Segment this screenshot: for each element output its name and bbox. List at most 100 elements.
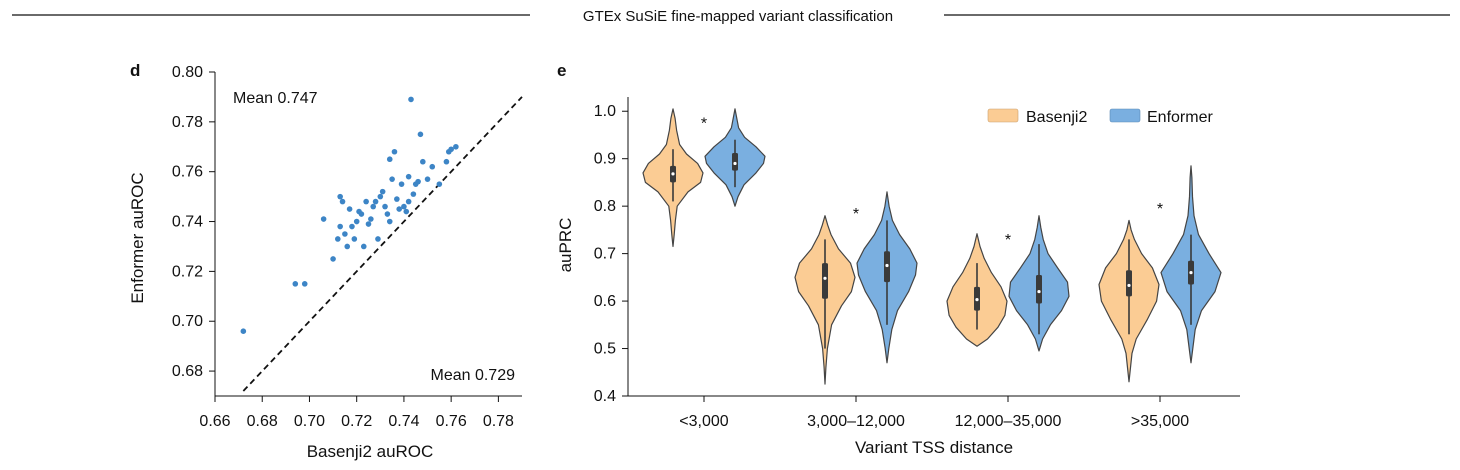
scatter-point xyxy=(363,198,369,205)
x-axis-label: Basenji2 auROC xyxy=(307,442,434,461)
scatter-point xyxy=(377,193,384,200)
violin-median xyxy=(885,263,889,268)
x-tick-label: 0.78 xyxy=(483,413,514,430)
scatter-point xyxy=(443,158,450,165)
scatter-point xyxy=(391,148,398,155)
legend-label-basenji2: Basenji2 xyxy=(1026,109,1087,126)
scatter-point xyxy=(403,208,410,215)
y-tick-label: 0.72 xyxy=(172,263,203,280)
y-tick-label: 0.8 xyxy=(594,198,616,215)
scatter-point xyxy=(415,178,421,185)
y-tick-label: 1.0 xyxy=(594,103,616,120)
significance-star: * xyxy=(1157,201,1163,218)
scatter-point xyxy=(372,198,379,205)
panel-letter-d: d xyxy=(130,61,140,80)
y-tick-label: 0.9 xyxy=(594,151,616,168)
scatter-point xyxy=(424,176,431,182)
y-tick-label: 0.68 xyxy=(172,363,203,380)
scatter-point xyxy=(394,196,400,202)
violin-panel: e 0.4 0.5 0.6 0.7 0.8 0.9 1.0 <3,000 3,000–12,0… xyxy=(556,61,1240,457)
scatter-panel: d 0.68 0.70 0.72 0.74 0.76 0.78 0.80 0.66 0.68 0… xyxy=(128,61,523,461)
violin-median xyxy=(1127,283,1131,288)
y-axis-label: auPRC xyxy=(556,218,575,273)
x-tick-label: 0.70 xyxy=(294,413,325,430)
y-axis-label: Enformer auROC xyxy=(128,172,147,303)
violin-iqr-box xyxy=(1036,274,1042,304)
scatter-point xyxy=(349,223,355,230)
panel-letter-e: e xyxy=(557,61,566,80)
y-tick-label: 0.78 xyxy=(172,114,203,131)
x-axis-label: Variant TSS distance xyxy=(855,438,1013,457)
scatter-point xyxy=(358,211,365,217)
scatter-point xyxy=(379,188,386,195)
x-tick-label: 0.74 xyxy=(388,413,419,430)
y-tick-label: 0.5 xyxy=(594,341,616,358)
x-tick-label: 12,000–35,000 xyxy=(955,413,1062,430)
mean-annotation-basenji2: Mean 0.729 xyxy=(430,367,515,384)
scatter-point xyxy=(384,211,391,217)
identity-line xyxy=(242,96,523,392)
scatter-point xyxy=(346,206,353,212)
scatter-point xyxy=(429,163,436,170)
legend: Basenji2 Enformer xyxy=(987,108,1213,126)
scatter-points xyxy=(240,96,459,335)
scatter-point xyxy=(386,218,393,225)
x-tick-label: 0.66 xyxy=(199,413,230,430)
scatter-point xyxy=(365,221,372,227)
violin-median xyxy=(1037,289,1041,294)
scatter-point xyxy=(351,236,358,242)
scatter-point xyxy=(386,156,393,163)
x-tick-label: 0.76 xyxy=(436,413,467,430)
scatter-point xyxy=(398,181,405,187)
y-tick-label: 0.6 xyxy=(594,293,616,310)
scatter-point xyxy=(396,206,403,212)
scatter-point xyxy=(401,203,407,210)
scatter-point xyxy=(417,131,424,138)
scatter-point xyxy=(342,231,348,237)
scatter-point xyxy=(410,191,417,197)
scatter-point xyxy=(353,218,360,225)
scatter-point xyxy=(375,236,381,242)
legend-label-enformer: Enformer xyxy=(1147,109,1213,126)
y-ticks: 0.68 0.70 0.72 0.74 0.76 0.78 0.80 xyxy=(172,64,215,380)
violin-iqr-box xyxy=(732,153,738,171)
scatter-point xyxy=(389,176,395,182)
legend-swatch-basenji2 xyxy=(987,108,1019,123)
x-tick-label: >35,000 xyxy=(1131,413,1189,430)
scatter-point xyxy=(368,216,374,222)
scatter-point xyxy=(330,256,336,262)
y-ticks: 0.4 0.5 0.6 0.7 0.8 0.9 1.0 xyxy=(594,103,628,405)
significance-star: * xyxy=(1005,232,1011,249)
scatter-point xyxy=(292,281,299,287)
violin-median xyxy=(823,276,827,280)
scatter-point xyxy=(370,203,377,210)
scatter-point xyxy=(301,281,308,287)
violin-median xyxy=(671,172,675,176)
violin-iqr-box xyxy=(1126,270,1132,297)
scatter-point xyxy=(408,96,414,103)
y-tick-label: 0.76 xyxy=(172,164,203,181)
significance-markers: * * * * xyxy=(701,116,1163,249)
y-tick-label: 0.70 xyxy=(172,313,203,330)
mean-annotation-enformer: Mean 0.747 xyxy=(233,90,318,107)
y-tick-label: 0.7 xyxy=(594,246,616,263)
y-tick-label: 0.4 xyxy=(594,388,616,405)
x-tick-label: <3,000 xyxy=(679,413,728,430)
x-tick-label: 0.72 xyxy=(341,413,372,430)
significance-star: * xyxy=(701,116,707,133)
x-ticks: <3,000 3,000–12,000 12,000–35,000 >35,000 xyxy=(679,396,1189,430)
x-tick-label: 0.68 xyxy=(247,413,278,430)
scatter-point xyxy=(335,236,341,242)
violin-median xyxy=(733,161,737,166)
scatter-point xyxy=(453,143,459,150)
y-tick-label: 0.80 xyxy=(172,64,203,81)
violins xyxy=(642,108,1222,385)
scatter-point xyxy=(337,223,343,230)
violin-median xyxy=(975,298,979,302)
scatter-point xyxy=(344,243,351,250)
scatter-point xyxy=(405,173,412,180)
scatter-point xyxy=(420,158,426,165)
scatter-point xyxy=(405,198,412,205)
violin-iqr-box xyxy=(822,263,828,299)
